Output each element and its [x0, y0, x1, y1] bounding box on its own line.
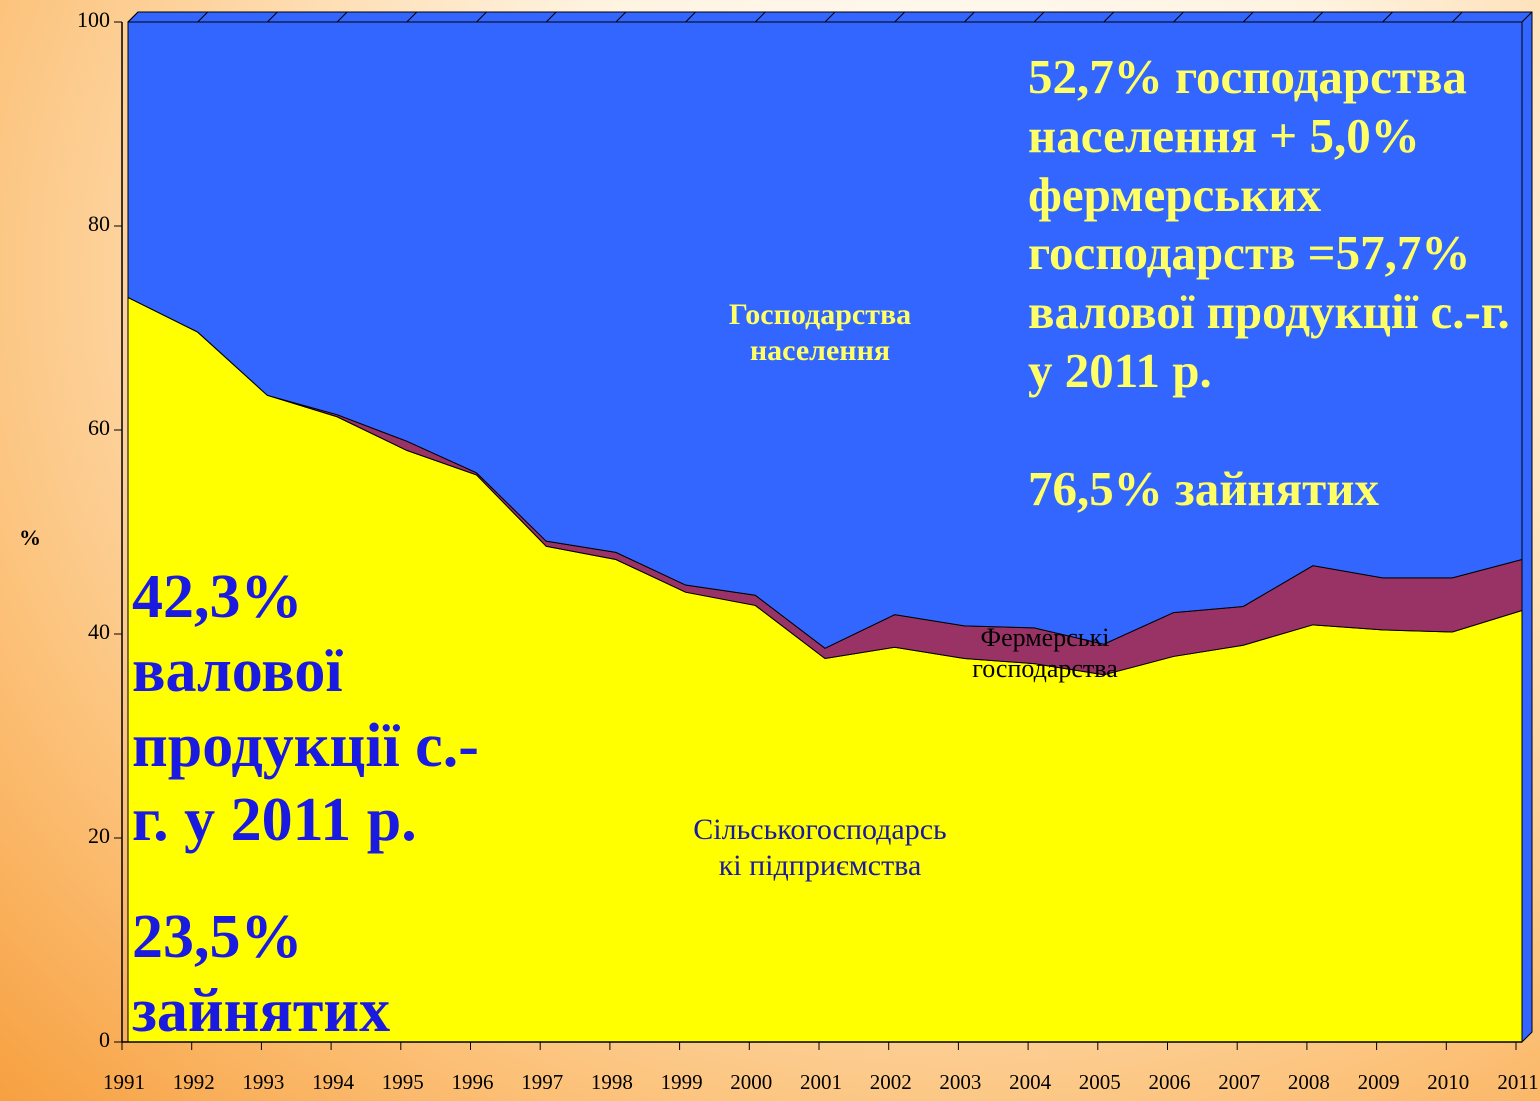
series-label: Сільськогосподарські підприємства	[693, 813, 947, 882]
y-tick-label: 60	[88, 415, 110, 440]
top-edge	[964, 11, 975, 23]
y-tick-label: 40	[88, 619, 110, 644]
top-edge	[1312, 11, 1324, 23]
y-tick-label: 80	[88, 211, 110, 236]
top-edge	[894, 11, 906, 23]
top-edge	[754, 11, 766, 23]
top-edge	[197, 11, 209, 23]
y-tick-label: 0	[99, 1027, 110, 1052]
x-tick-label: 2006	[1149, 1070, 1191, 1094]
x-tick-label: 2003	[939, 1070, 981, 1094]
x-tick-label: 2001	[800, 1070, 842, 1094]
x-tick-label: 1991	[103, 1070, 145, 1094]
annotation: 23,5% зайнятих	[132, 903, 391, 1046]
top-edge	[1173, 11, 1184, 23]
area	[127, 21, 1523, 649]
top-edge	[685, 11, 696, 23]
x-tick-label: 2000	[730, 1070, 772, 1094]
x-tick-label: 1997	[521, 1070, 563, 1094]
top-edge	[476, 11, 487, 23]
x-tick-label: 1994	[312, 1070, 355, 1094]
x-tick-label: 1998	[591, 1070, 633, 1094]
x-tick-label: 2004	[1009, 1070, 1052, 1094]
x-tick-label: 1993	[242, 1070, 284, 1094]
x-tick-label: 2009	[1358, 1070, 1400, 1094]
y-tick-label: 100	[77, 7, 110, 32]
top-edge	[1103, 11, 1115, 23]
top-edge	[267, 11, 278, 23]
x-tick-label: 1999	[661, 1070, 703, 1094]
y-axis-label: %	[19, 525, 41, 550]
top-edge	[1521, 11, 1533, 23]
x-tick-label: 2011	[1497, 1070, 1538, 1094]
x-tick-label: 2002	[870, 1070, 912, 1094]
top-edge	[127, 11, 139, 23]
x-tick-label: 1992	[173, 1070, 215, 1094]
series-label: Господарства населення	[728, 298, 912, 367]
y-tick-label: 20	[88, 823, 110, 848]
top-edge	[1382, 11, 1393, 23]
top-edge	[615, 11, 627, 23]
x-tick-label: 2005	[1079, 1070, 1121, 1094]
x-tick-label: 2008	[1288, 1070, 1330, 1094]
top-edge	[1242, 11, 1254, 23]
series-label: Фермерські господарства	[972, 623, 1118, 684]
x-tick-label: 2007	[1218, 1070, 1260, 1094]
top-edge	[1451, 11, 1463, 23]
annotation: 42,3% валової продукції с.-г. у 2011 р.	[132, 563, 479, 855]
annotation: 52,7% господарства населення + 5,0% ферм…	[1028, 49, 1510, 398]
top-edge	[336, 11, 348, 23]
x-tick-label: 2010	[1427, 1070, 1469, 1094]
x-tick-label: 1995	[382, 1070, 424, 1094]
top-edge	[545, 11, 557, 23]
top-edge	[406, 11, 418, 23]
x-tick-label: 1996	[452, 1070, 494, 1094]
top-edge	[824, 11, 836, 23]
top-edge	[1033, 11, 1045, 23]
annotation: 76,5% зайнятих	[1028, 461, 1379, 516]
